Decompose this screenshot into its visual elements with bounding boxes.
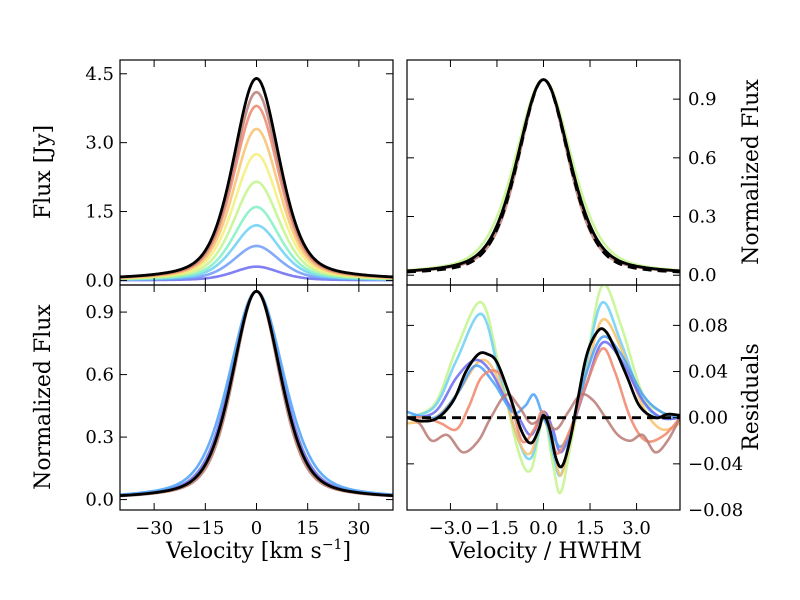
y-tick-label: 0.9 bbox=[688, 89, 717, 110]
series-line-7 bbox=[407, 327, 680, 469]
y-tick-label: 3.0 bbox=[85, 133, 114, 154]
series-line-0 bbox=[407, 285, 680, 495]
x-tick-label: −30 bbox=[135, 518, 173, 539]
x-axis-label: Velocity [km s−1] bbox=[165, 537, 351, 564]
axes-frame bbox=[119, 284, 394, 511]
axes-frame bbox=[406, 59, 681, 286]
panel-top_right: 0.0 0.3 0.6 0.9 Normalized Flux bbox=[406, 59, 764, 286]
x-tick-label: 3.0 bbox=[622, 518, 651, 539]
series-line-5 bbox=[120, 152, 393, 280]
series-group bbox=[407, 78, 680, 274]
series-line-6 bbox=[407, 392, 680, 454]
series-group bbox=[120, 289, 393, 498]
y-axis-label: Flux [Jy] bbox=[31, 125, 56, 219]
y-tick-label: 0.6 bbox=[688, 148, 717, 169]
x-tick-label: −3.0 bbox=[429, 518, 473, 539]
series-line-8 bbox=[120, 90, 393, 279]
panel-bottom_right: −3.0 −1.5 0.0 1.5 3.0 −0.08 −0.04 0.00 0.04 0.08 R… bbox=[406, 284, 764, 564]
y-tick-label: 0.3 bbox=[85, 427, 114, 448]
y-tick-label: −0.08 bbox=[688, 500, 743, 521]
panel-top_left: 0.0 1.5 3.0 4.5 Flux [Jy] bbox=[31, 59, 394, 291]
x-tick-label: 30 bbox=[347, 518, 370, 539]
y-tick-label: 4.5 bbox=[85, 64, 114, 85]
x-tick-label: 15 bbox=[296, 518, 319, 539]
y-tick-label: 1.5 bbox=[85, 202, 114, 223]
series-line-4 bbox=[407, 78, 680, 273]
series-line-1 bbox=[407, 78, 680, 272]
dashed-reference-line bbox=[407, 78, 680, 274]
y-tick-label: 0.04 bbox=[688, 362, 728, 383]
x-axis-label: Velocity / HWHM bbox=[448, 539, 642, 564]
y-tick-label: 0.0 bbox=[85, 490, 114, 511]
series-line-2 bbox=[407, 78, 680, 273]
y-axis-label: Residuals bbox=[739, 343, 764, 451]
series-group bbox=[120, 76, 393, 282]
series-line-5 bbox=[407, 347, 680, 455]
series-line-1 bbox=[120, 289, 393, 496]
x-tick-label: 0.0 bbox=[529, 518, 558, 539]
y-tick-label: 0.3 bbox=[688, 207, 717, 228]
series-line-0 bbox=[407, 78, 680, 273]
axes-frame bbox=[119, 59, 394, 286]
y-tick-label: 0.6 bbox=[85, 365, 114, 386]
series-line-2 bbox=[407, 317, 680, 477]
series-line-4 bbox=[120, 180, 393, 280]
series-line-0 bbox=[120, 289, 393, 497]
series-line-9 bbox=[120, 76, 393, 279]
series-line-4 bbox=[120, 289, 393, 498]
y-tick-label: 0.0 bbox=[688, 265, 717, 286]
y-tick-label: 0.9 bbox=[85, 302, 114, 323]
series-line-3 bbox=[120, 289, 393, 497]
x-tick-label: 1.5 bbox=[576, 518, 605, 539]
series-group bbox=[407, 285, 680, 495]
panel-bottom_left: −30 −15 0 15 30 0.0 0.3 0.6 0.9 Normalized Flux Ve… bbox=[31, 284, 394, 564]
y-axis-label: Normalized Flux bbox=[739, 79, 764, 265]
series-line-3 bbox=[120, 205, 393, 281]
series-line-5 bbox=[120, 289, 393, 498]
series-line-7 bbox=[120, 104, 393, 279]
y-axis-label: Normalized Flux bbox=[31, 304, 56, 490]
series-line-2 bbox=[120, 289, 393, 498]
series-line-2 bbox=[120, 224, 393, 281]
series-line-1 bbox=[407, 301, 680, 478]
y-tick-label: 0.08 bbox=[688, 315, 728, 336]
x-tick-label: −1.5 bbox=[475, 518, 519, 539]
x-tick-label: 0 bbox=[251, 518, 262, 539]
series-line-6 bbox=[120, 127, 393, 280]
y-tick-label: 0.00 bbox=[688, 408, 728, 429]
y-tick-label: 0.0 bbox=[85, 270, 114, 291]
series-line-3 bbox=[407, 78, 680, 273]
x-tick-label: −15 bbox=[186, 518, 224, 539]
y-tick-label: −0.04 bbox=[688, 454, 743, 475]
